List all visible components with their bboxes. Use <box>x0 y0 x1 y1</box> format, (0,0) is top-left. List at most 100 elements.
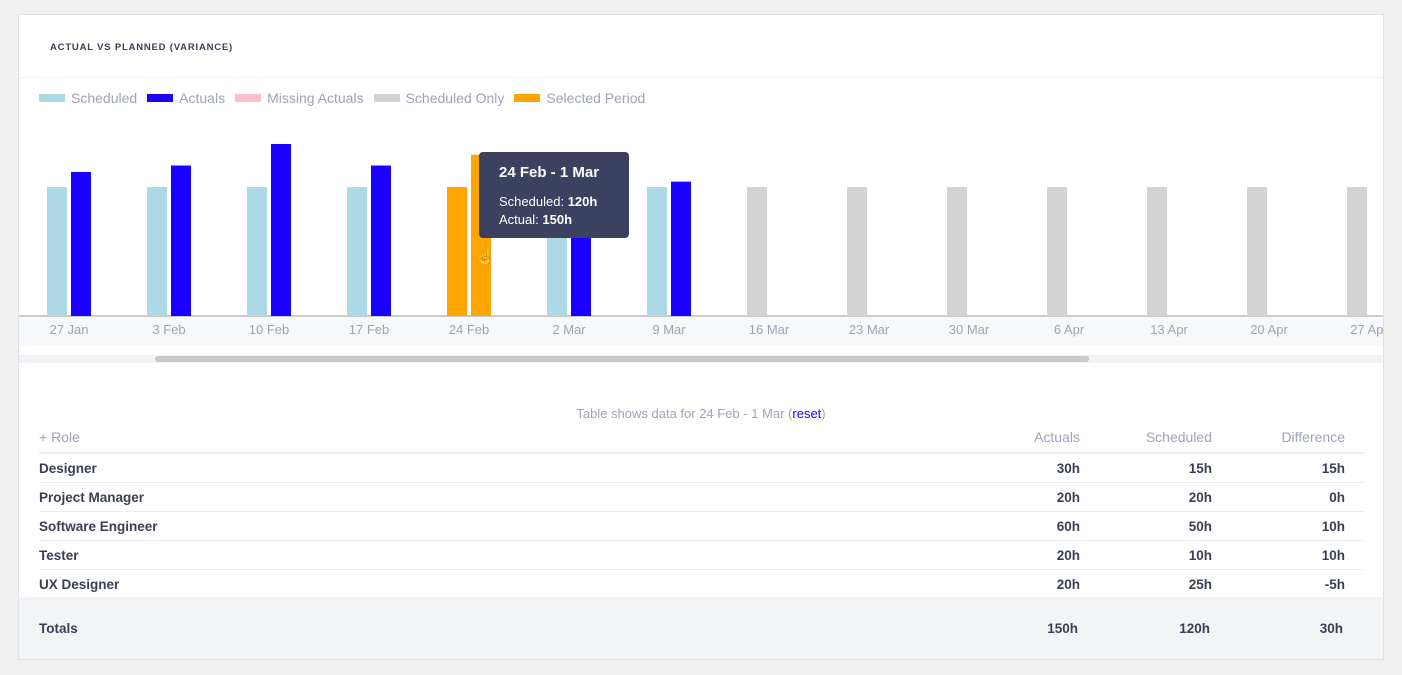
legend-swatch <box>39 94 65 102</box>
hand-cursor-icon: ☝ <box>475 249 495 266</box>
cell-difference: 10h <box>1212 540 1365 570</box>
legend-label: Missing Actuals <box>267 90 364 106</box>
bar-actual-3[interactable] <box>371 165 391 317</box>
cell-actuals: 60h <box>950 511 1080 541</box>
table-caption: Table shows data for 24 Feb - 1 Mar (res… <box>19 406 1383 421</box>
x-tick-label: 2 Mar <box>552 322 586 337</box>
column-header-role[interactable]: + Role <box>39 425 950 454</box>
x-tick-label: 3 Feb <box>152 322 185 337</box>
tooltip-value: 120h <box>567 194 598 209</box>
x-tick-label: 24 Feb <box>449 322 489 337</box>
cell-role: UX Designer <box>39 569 950 599</box>
chart-tooltip: 24 Feb - 1 Mar Scheduled: 120h Actual: 1… <box>479 152 629 238</box>
legend-swatch <box>514 94 541 102</box>
bar-actual-0[interactable] <box>71 171 91 316</box>
bar-scheduled-2[interactable] <box>247 187 267 316</box>
tooltip-value: 150h <box>542 212 573 227</box>
legend-swatch <box>147 94 174 102</box>
legend-missing-actuals[interactable]: Missing Actuals <box>235 90 364 106</box>
x-tick-label: 10 Feb <box>249 322 289 337</box>
bar-actual-1[interactable] <box>171 165 191 317</box>
tooltip-label: Scheduled: <box>499 194 565 209</box>
legend-scheduled[interactable]: Scheduled <box>39 90 137 106</box>
cell-scheduled: 50h <box>1080 511 1212 541</box>
bar-scheduled-10[interactable] <box>1047 187 1067 316</box>
bar-scheduled-9[interactable] <box>947 187 967 316</box>
bar-scheduled-13[interactable] <box>1347 187 1367 316</box>
bar-scheduled-0[interactable] <box>47 187 67 316</box>
variance-card: ACTUAL VS PLANNED (VARIANCE) Scheduled A… <box>18 14 1384 660</box>
bar-actual-6[interactable] <box>671 181 691 316</box>
x-axis-band <box>19 316 1383 346</box>
x-tick-label: 20 Apr <box>1250 322 1288 337</box>
bar-scheduled-4[interactable] <box>447 187 467 316</box>
totals-actuals: 150h <box>1047 621 1078 636</box>
x-tick-label: 6 Apr <box>1054 322 1085 337</box>
x-tick-label: 17 Feb <box>349 322 389 337</box>
cell-scheduled: 15h <box>1080 453 1212 483</box>
cell-scheduled: 20h <box>1080 482 1212 512</box>
cell-role: Tester <box>39 540 950 570</box>
bar-scheduled-1[interactable] <box>147 187 167 316</box>
bar-actual-2[interactable] <box>271 144 291 316</box>
cell-actuals: 20h <box>950 482 1080 512</box>
bar-scheduled-11[interactable] <box>1147 187 1167 316</box>
roles-table: + Role Actuals Scheduled Difference Desi… <box>39 425 1365 599</box>
x-tick-label: 27 Jan <box>49 322 88 337</box>
column-header-actuals[interactable]: Actuals <box>950 425 1080 454</box>
bar-scheduled-7[interactable] <box>747 187 767 316</box>
tooltip-title: 24 Feb - 1 Mar <box>499 164 600 181</box>
totals-scheduled: 120h <box>1179 621 1210 636</box>
cell-role: Designer <box>39 453 950 483</box>
caption-suffix: ) <box>821 406 826 421</box>
legend-selected-period[interactable]: Selected Period <box>514 90 645 106</box>
legend-scheduled-only[interactable]: Scheduled Only <box>373 90 505 106</box>
cell-scheduled: 25h <box>1080 569 1212 599</box>
table-row[interactable]: Project Manager 20h 20h 0h <box>39 482 1365 512</box>
column-header-difference[interactable]: Difference <box>1212 425 1365 454</box>
divider <box>19 77 1383 78</box>
scrollbar-thumb[interactable] <box>155 356 1089 362</box>
reset-link[interactable]: reset <box>792 406 822 421</box>
cell-role: Software Engineer <box>39 511 950 541</box>
legend-label: Selected Period <box>546 90 646 106</box>
caption-text: Table shows data for 24 Feb - 1 Mar ( <box>576 406 793 421</box>
cell-difference: 10h <box>1212 511 1365 541</box>
legend-swatch <box>235 94 262 102</box>
card-title: ACTUAL VS PLANNED (VARIANCE) <box>50 42 234 53</box>
chart-scrollbar[interactable] <box>19 355 1383 363</box>
x-tick-label: 27 Apr <box>1350 322 1384 337</box>
table-row[interactable]: Tester 20h 10h 10h <box>39 540 1365 570</box>
x-tick-label: 13 Apr <box>1150 322 1188 337</box>
legend-label: Scheduled <box>71 90 138 106</box>
tooltip-scheduled: Scheduled: 120h <box>499 193 609 211</box>
x-tick-label: 23 Mar <box>849 322 890 337</box>
cell-difference: 15h <box>1212 453 1365 483</box>
table-row[interactable]: UX Designer 20h 25h -5h <box>39 569 1365 599</box>
legend-swatch <box>373 94 400 102</box>
cell-difference: -5h <box>1212 569 1365 599</box>
chart-legend: Scheduled Actuals Missing Actuals Schedu… <box>39 90 645 106</box>
totals-difference: 30h <box>1319 621 1343 636</box>
legend-actuals[interactable]: Actuals <box>147 90 225 106</box>
table-header: + Role Actuals Scheduled Difference <box>39 425 1365 454</box>
cell-actuals: 20h <box>950 540 1080 570</box>
x-tick-label: 9 Mar <box>652 322 686 337</box>
totals-row: Totals 150h 120h 30h <box>19 597 1383 659</box>
column-header-scheduled[interactable]: Scheduled <box>1080 425 1212 454</box>
bar-scheduled-8[interactable] <box>847 187 867 316</box>
legend-label: Actuals <box>179 90 226 106</box>
x-tick-label: 16 Mar <box>749 322 790 337</box>
bar-scheduled-3[interactable] <box>347 187 367 316</box>
table-row[interactable]: Designer 30h 15h 15h <box>39 453 1365 483</box>
legend-label: Scheduled Only <box>405 90 505 106</box>
totals-label: Totals <box>39 621 78 636</box>
cell-difference: 0h <box>1212 482 1365 512</box>
bar-chart: 27 Jan 3 Feb 10 Feb 17 Feb 24 Feb 2 Mar 9 Mar 1… <box>19 144 1384 346</box>
bar-scheduled-6[interactable] <box>647 187 667 316</box>
table-row[interactable]: Software Engineer 60h 50h 10h <box>39 511 1365 541</box>
cell-role: Project Manager <box>39 482 950 512</box>
cell-actuals: 20h <box>950 569 1080 599</box>
tooltip-label: Actual: <box>499 212 539 227</box>
bar-scheduled-12[interactable] <box>1247 187 1267 316</box>
